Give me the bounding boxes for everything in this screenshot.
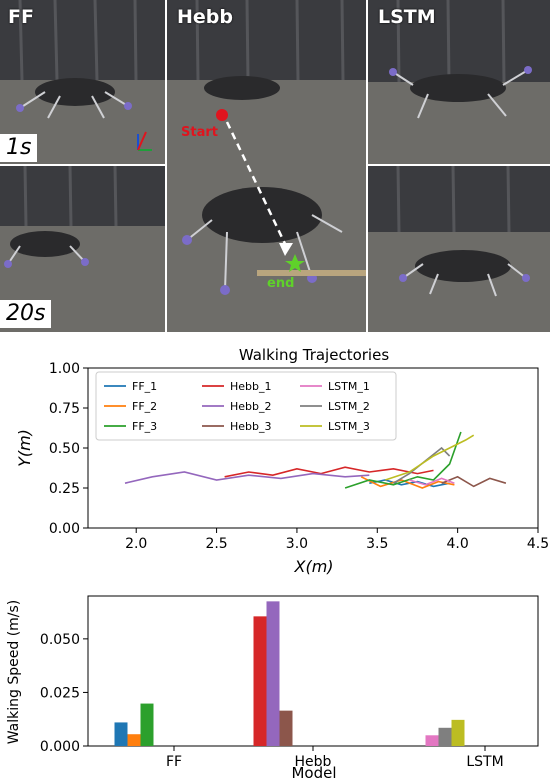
bar-hebb-1 (253, 616, 267, 746)
bar-x-ticks: FF Hebb LSTM (166, 746, 504, 770)
bar-series (114, 601, 465, 746)
legend-label: FF_2 (132, 400, 157, 413)
photo-ff-1s: FF 1s (0, 0, 165, 164)
time-label-1s: 1s (0, 134, 38, 162)
series-line-ff-3 (344, 431, 462, 489)
x-tick-label: 2.0 (125, 536, 147, 552)
time-label-20s: 20s (0, 300, 52, 328)
bar-x-axis-label: Model (291, 764, 336, 782)
x-tick-label: 3.5 (366, 536, 388, 552)
x-tick-label: 2.5 (205, 536, 227, 552)
y-tick-label: 0.75 (49, 401, 80, 417)
bar-y-axis-label: Walking Speed (m/s) (6, 600, 22, 745)
legend-label: LSTM_1 (328, 380, 370, 393)
axis-icon (137, 131, 152, 151)
x-tick-label: 4.0 (447, 536, 469, 552)
trajectory-chart-title: Walking Trajectories (239, 346, 389, 364)
column-label-hebb: Hebb (177, 6, 233, 28)
legend-label: FF_3 (132, 420, 157, 433)
end-label: end (267, 276, 295, 291)
photo-ff-20s: 20s (0, 166, 165, 332)
bar-lstm-3 (451, 719, 465, 746)
robot-photo-lstm-20s (368, 166, 550, 332)
x-tick-label: 3.0 (286, 536, 308, 552)
y-tick-label: 0.000 (40, 739, 80, 755)
series-line-hebb-3 (441, 475, 507, 488)
x-tick-label: FF (166, 754, 182, 770)
y-tick-label: 0.25 (49, 481, 80, 497)
trajectory-x-ticks: 2.0 2.5 3.0 3.5 4.0 4.5 (125, 528, 549, 552)
trajectory-series (124, 431, 507, 489)
x-tick-label: 4.5 (527, 536, 549, 552)
speed-bar-chart: 0.000 0.025 0.050 FF Hebb LSTM Model Walking… (6, 595, 539, 782)
bar-ff-2 (127, 734, 141, 746)
column-label-lstm: LSTM (378, 6, 436, 28)
legend-label: Hebb_3 (230, 420, 272, 433)
bar-ff-3 (140, 703, 154, 746)
legend-label: LSTM_2 (328, 400, 370, 413)
y-tick-label: 0.050 (40, 632, 80, 648)
series-line-lstm-1 (409, 477, 455, 486)
y-tick-label: 0.025 (40, 685, 80, 701)
trajectory-chart: Walking Trajectories 0.00 0.25 0.50 0.75 1.0… (15, 346, 549, 576)
legend-box (95, 371, 397, 441)
trajectory-legend: FF_1 FF_2 FF_3 Hebb_1 Hebb_2 Hebb_3 LSTM_1 LSTM… (95, 371, 397, 441)
end-star-icon (285, 254, 305, 272)
trajectory-y-ticks: 0.00 0.25 0.50 0.75 1.00 (49, 361, 88, 537)
x-tick-label: Hebb (295, 754, 332, 770)
trajectory-y-axis-label: Y(m) (15, 429, 34, 467)
photo-hebb: Hebb Start end (167, 0, 366, 332)
robot-photo-lstm-1s (368, 0, 550, 164)
trajectory-x-axis-label: X(m) (293, 557, 333, 576)
photo-lstm-20s (368, 166, 550, 332)
y-tick-label: 0.50 (49, 441, 80, 457)
robot-photo-hebb (167, 0, 366, 332)
start-marker-icon (216, 109, 228, 121)
y-tick-label: 1.00 (49, 361, 80, 377)
bar-plot-frame (87, 595, 539, 747)
photo-lstm-1s: LSTM (368, 0, 550, 164)
arrow-head-icon (279, 243, 293, 256)
robot-photo-ff-1s (0, 0, 165, 164)
start-label: Start (181, 125, 218, 140)
legend-label: LSTM_3 (328, 420, 370, 433)
column-label-ff: FF (8, 6, 34, 28)
series-line-hebb-1 (224, 466, 434, 478)
series-line-lstm-3 (385, 434, 475, 481)
bar-hebb-3 (279, 710, 293, 746)
legend-label: Hebb_1 (230, 380, 272, 393)
robot-photo-ff-20s (0, 166, 165, 332)
legend-label: Hebb_2 (230, 400, 272, 413)
bar-lstm-1 (425, 735, 439, 746)
bar-y-ticks: 0.000 0.025 0.050 (40, 632, 88, 755)
y-tick-label: 0.00 (49, 521, 80, 537)
bar-lstm-2 (438, 727, 452, 746)
legend-label: FF_1 (132, 380, 157, 393)
bar-hebb-2 (266, 601, 280, 746)
series-line-hebb-2 (124, 471, 370, 484)
bar-ff-1 (114, 722, 128, 746)
x-tick-label: LSTM (466, 754, 503, 770)
photo-grid: FF 1s 20s Hebb Start (0, 0, 550, 332)
series-line-ff-2 (360, 476, 455, 489)
